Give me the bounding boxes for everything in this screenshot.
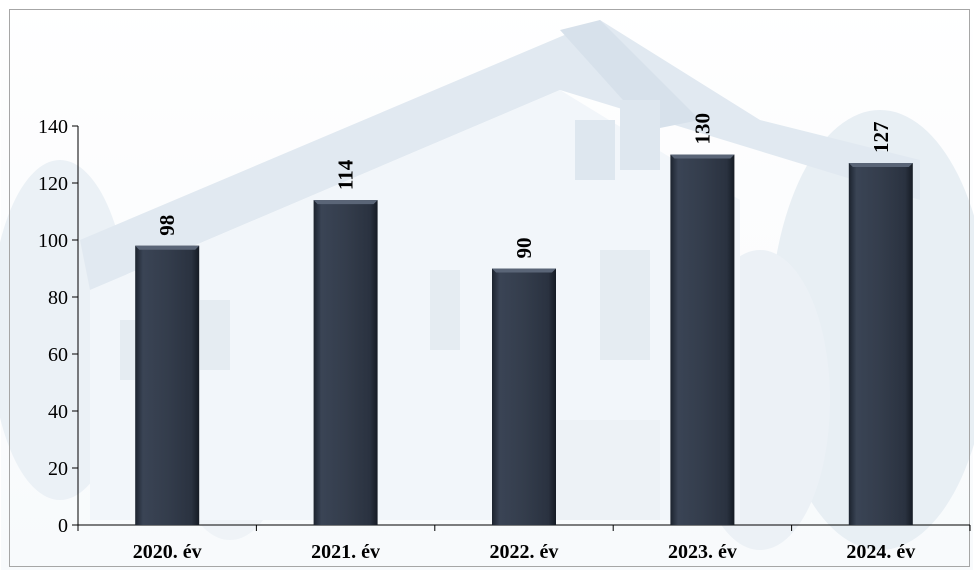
x-tick-label: 2024. év — [846, 541, 915, 563]
bar-top-bevel — [670, 154, 735, 159]
data-label: 130 — [690, 113, 714, 145]
bar-top-bevel — [135, 245, 200, 250]
y-tick-label: 140 — [38, 116, 68, 138]
bar — [848, 163, 913, 526]
data-label: 114 — [334, 159, 358, 190]
bar-top-bevel — [492, 268, 556, 273]
bar — [313, 200, 378, 525]
data-label: 90 — [512, 238, 536, 259]
bar — [492, 268, 556, 525]
y-tick-label: 40 — [48, 401, 68, 423]
y-tick-label: 60 — [48, 344, 68, 366]
x-tick-label: 2020. év — [133, 541, 202, 563]
data-label: 127 — [869, 122, 893, 154]
bar-top-bevel — [848, 163, 913, 168]
bar — [135, 245, 200, 525]
y-tick-labels: 0 20 40 60 80 100 120 140 — [38, 116, 68, 537]
bar-top-bevel — [313, 200, 378, 205]
x-tick-label: 2022. év — [490, 541, 559, 563]
data-labels: 98 114 90 130 127 — [155, 113, 893, 259]
bars — [135, 154, 913, 526]
chart-border — [9, 9, 970, 567]
x-tick-label: 2021. év — [311, 541, 380, 563]
bar — [670, 154, 735, 525]
y-tick-label: 120 — [38, 173, 68, 195]
y-tick-label: 0 — [58, 515, 68, 537]
data-label: 98 — [155, 215, 179, 236]
y-tick-label: 20 — [48, 458, 68, 480]
y-tick-label: 100 — [38, 230, 68, 252]
y-tick-label: 80 — [48, 287, 68, 309]
x-tick-label: 2023. év — [668, 541, 737, 563]
x-tick-labels: 2020. év 2021. év 2022. év 2023. év 2024. év — [133, 541, 915, 563]
